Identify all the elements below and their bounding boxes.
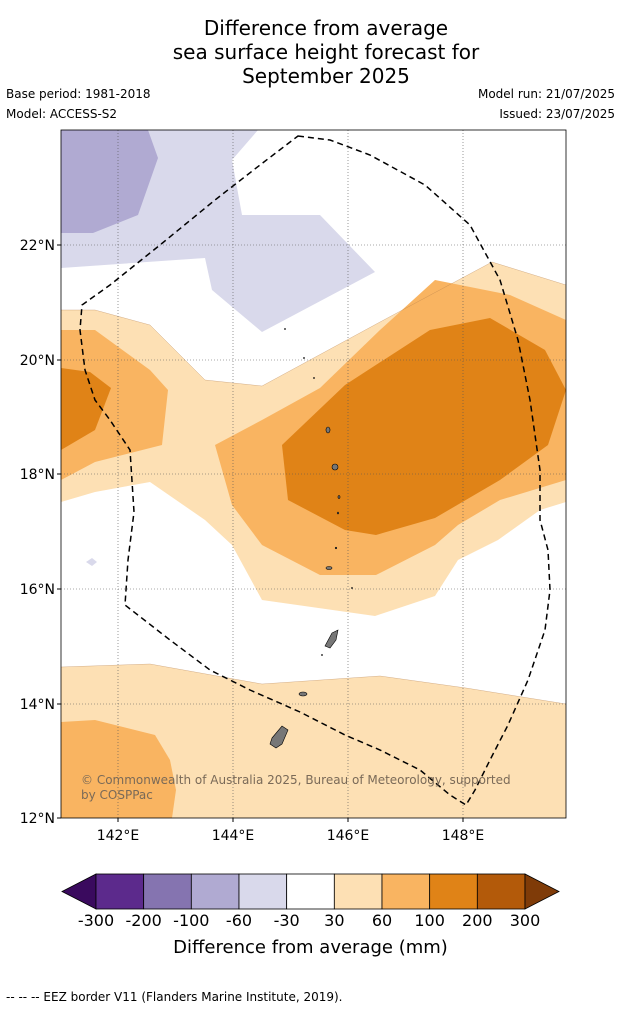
colorbar-extend-low [61,873,97,910]
lat-label: 18°N [20,467,55,483]
colorbar-segment [95,873,145,910]
colorbar-tick-label: -60 [225,911,253,930]
eez-footnote: -- -- -- EEZ border V11 (Flanders Marine… [6,990,343,1004]
colorbar-tick-label: -100 [173,911,210,930]
colorbar-tick-label: -30 [273,911,300,930]
credit-line-1: © Commonwealth of Australia 2025, Bureau… [81,773,511,787]
lat-label: 22°N [20,238,55,254]
base-period: Base period: 1981-2018 [6,87,151,101]
colorbar-tick-label: 300 [509,911,541,930]
colorbar-extend-high [524,873,560,910]
contour-positive-100-east [282,318,566,535]
contour-negative-spot [86,558,97,566]
colorbar-tick-label: 100 [414,911,445,930]
map-title: Difference from average sea surface heig… [0,16,621,88]
eez-border [79,135,551,807]
lat-label: 20°N [20,353,55,369]
model-name: Model: ACCESS-S2 [6,107,118,121]
colorbar-title: Difference from average (mm) [173,937,448,958]
colorbar-segment [476,873,526,910]
colorbar-segment [286,873,335,910]
colorbar-segment [238,873,288,910]
title-line-3: September 2025 [242,64,410,88]
island-markers [269,328,353,749]
colorbar-tick-label: 60 [371,911,393,930]
sea-level-map: 22°N 20°N 18°N 16°N 14°N 12°N 142°E 144°… [20,129,567,844]
colorbar-tick-label: 200 [462,911,493,930]
contour-positive-60-south [61,720,176,818]
contour-negative-mid [61,130,158,233]
contour-positive-30-south [61,664,566,818]
colorbar-segment [429,873,478,910]
lon-label: 146°E [327,828,370,844]
colorbar-tick-label: -300 [77,911,115,930]
title-line-1: Difference from average [203,16,449,40]
lat-label: 12°N [20,811,55,827]
colorbar-segment [333,873,383,910]
colorbar-segment [190,873,240,910]
colorbar-segment [381,873,431,910]
colorbar-segment [143,873,192,910]
lat-label: 14°N [20,697,55,713]
contour-positive-100-west [61,368,111,450]
model-run: Model run: 21/07/2025 [477,87,615,101]
colorbar-tick-label: -200 [125,911,162,930]
lon-label: 148°E [442,828,485,844]
contour-positive-60 [61,330,168,480]
issued-date: Issued: 23/07/2025 [499,107,615,121]
lat-label: 16°N [20,582,55,598]
lon-label: 144°E [212,828,255,844]
lon-label: 142°E [97,828,140,844]
colorbar [61,873,560,910]
colorbar-tick-label: 30 [324,911,345,930]
graticule [61,130,566,818]
credit-line-2: by COSPPac [81,788,153,802]
title-line-2: sea surface height forecast for [172,40,480,64]
